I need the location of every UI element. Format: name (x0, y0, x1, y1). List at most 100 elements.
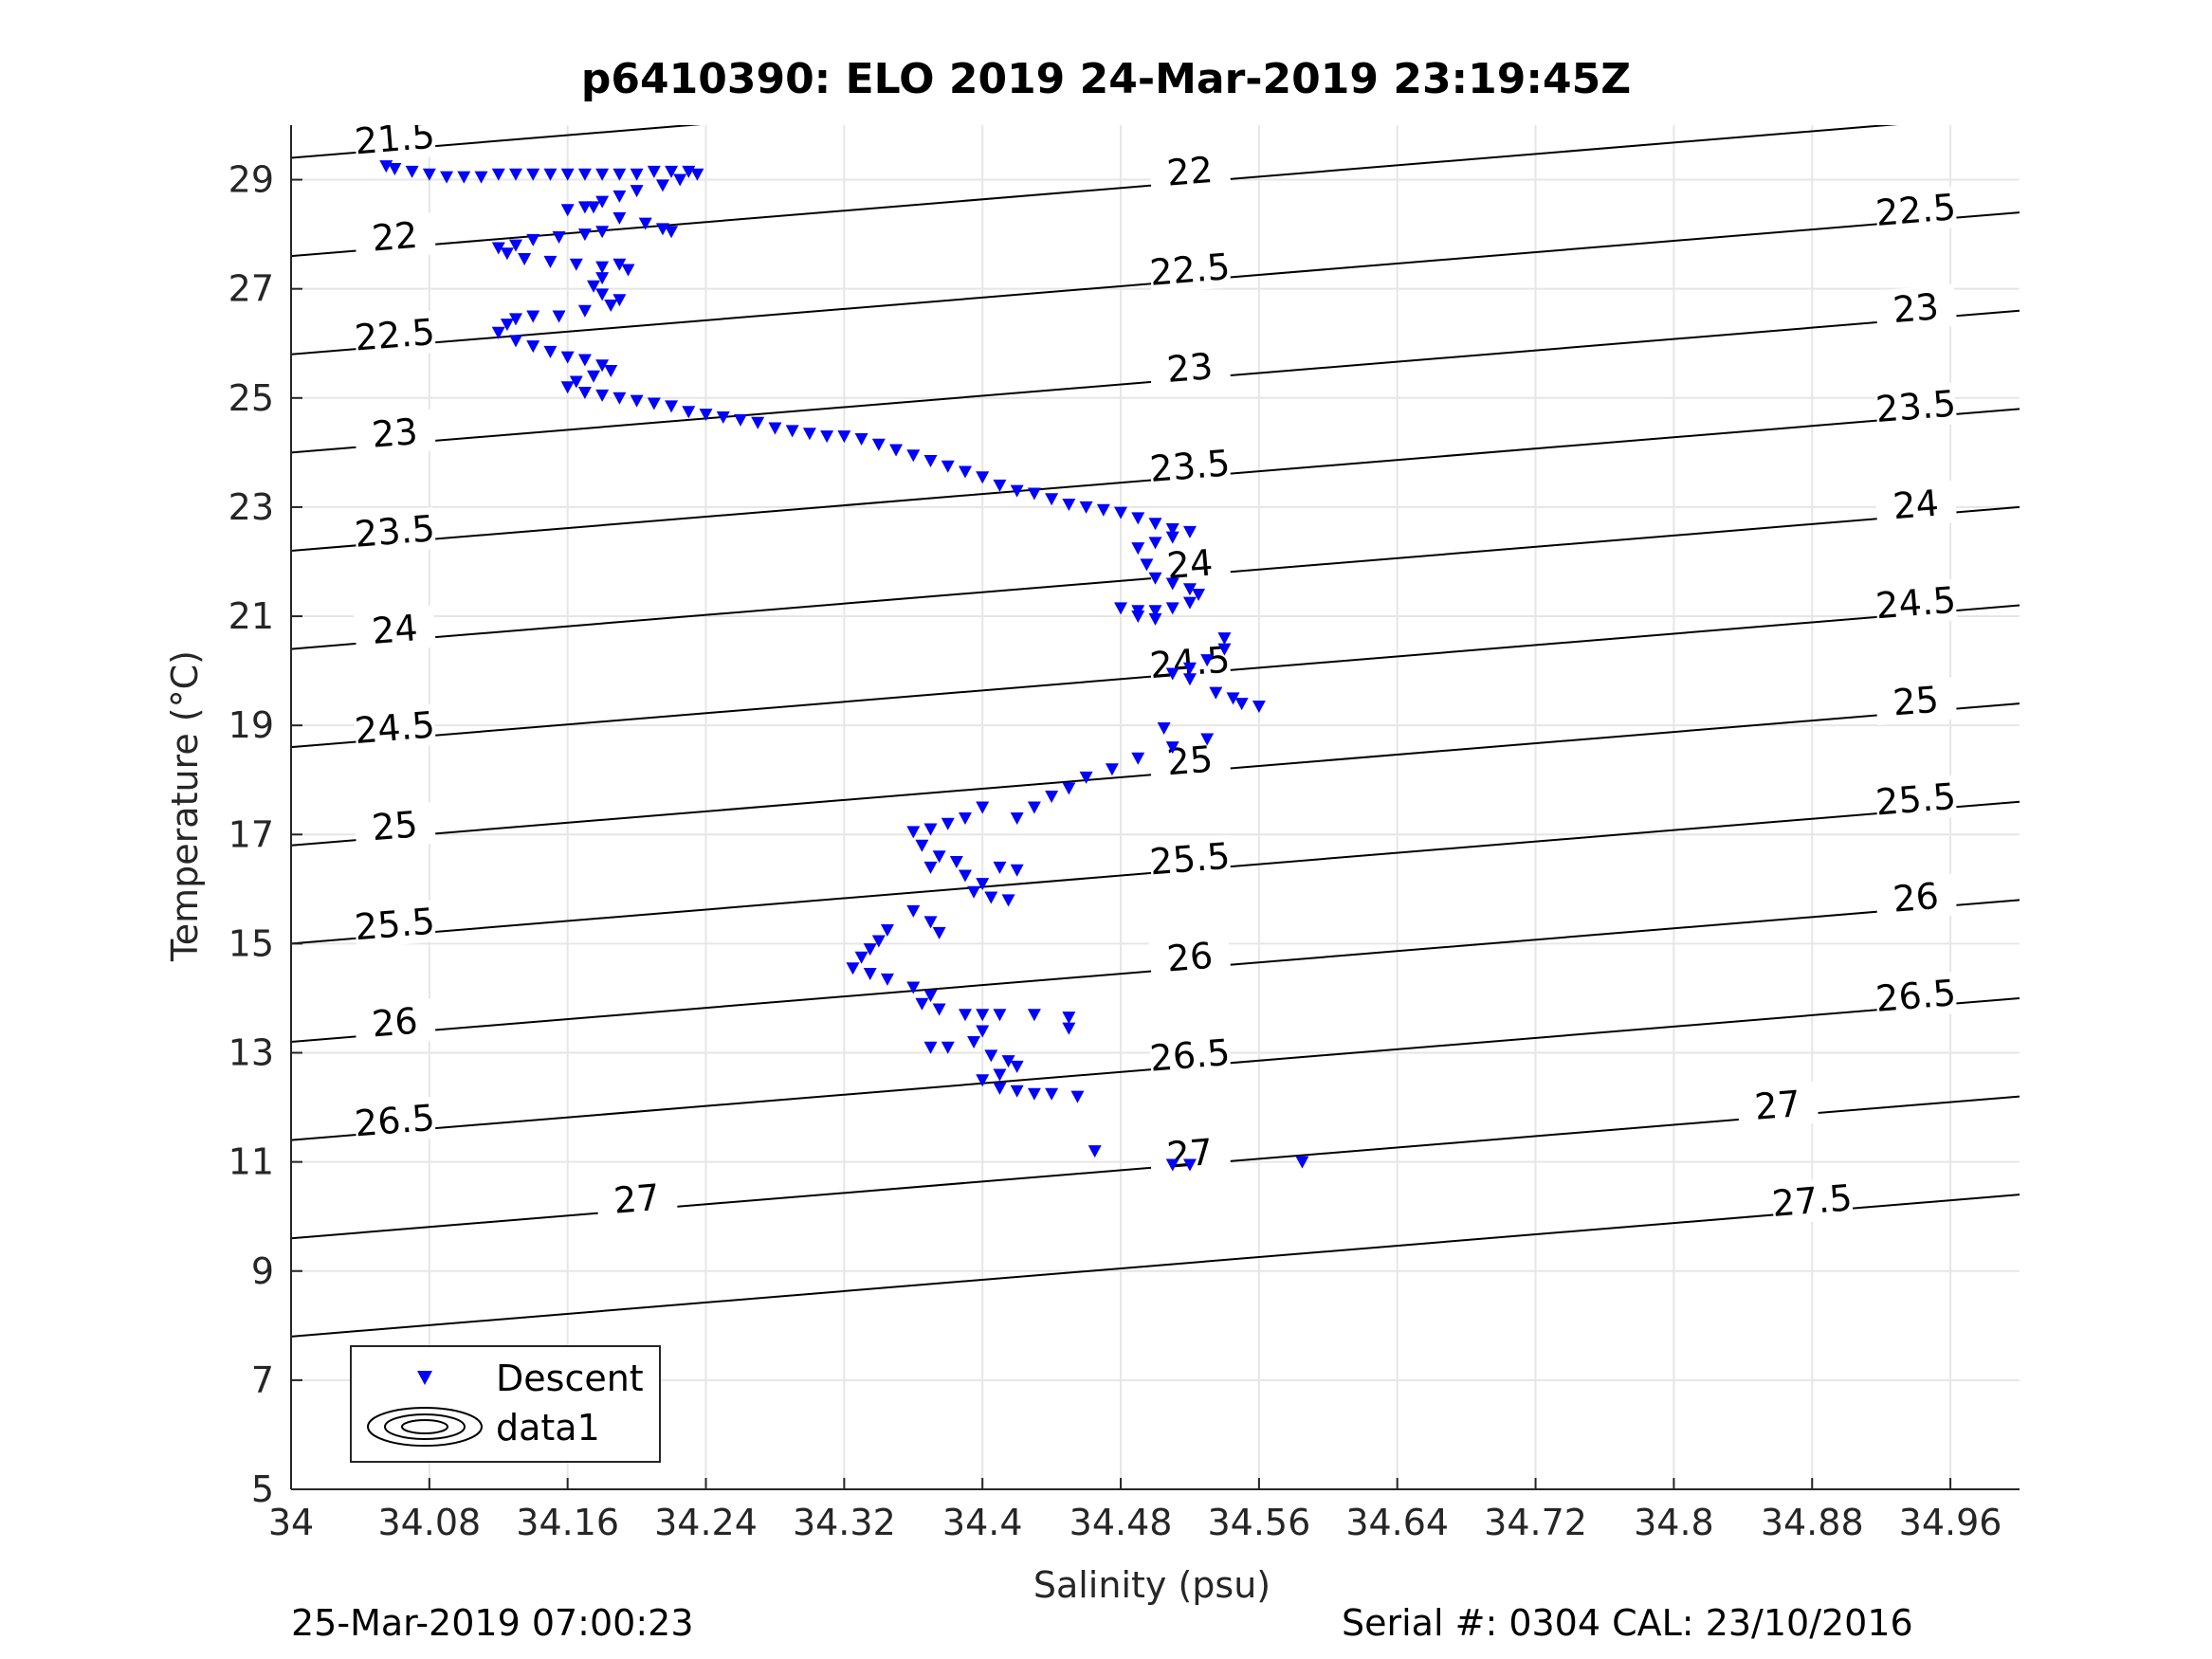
descent-point (768, 422, 782, 435)
descent-point (941, 460, 955, 473)
contour-label-bg (1148, 1030, 1232, 1080)
contour-label-bg (353, 507, 437, 556)
descent-point (543, 255, 558, 268)
descent-point (630, 394, 644, 408)
descent-point (1182, 596, 1197, 610)
descent-point (967, 1036, 981, 1049)
descent-point (569, 258, 583, 271)
x-tick-label: 34.24 (654, 1502, 758, 1543)
descent-point (1131, 512, 1145, 525)
contour-label: 25.5 (1874, 775, 1958, 824)
descent-point (1182, 583, 1197, 596)
legend: Descent data1 (350, 1345, 661, 1463)
descent-point (552, 230, 566, 244)
contour-label-bg (1148, 442, 1232, 490)
contour-label-bg (1874, 578, 1958, 628)
contour-label: 22.5 (353, 311, 436, 359)
legend-contour-marker (384, 1413, 466, 1440)
contour-label: 23.5 (1148, 442, 1232, 490)
contour-label: 26.5 (1874, 972, 1958, 1020)
descent-point (1045, 493, 1059, 506)
descent-point (630, 185, 644, 198)
descent-point (1140, 558, 1154, 572)
descent-point (1062, 499, 1076, 512)
descent-point (500, 247, 514, 261)
descent-point (1114, 506, 1128, 520)
descent-point (1131, 611, 1145, 624)
y-tick-label: 29 (229, 159, 274, 201)
descent-point (560, 204, 575, 217)
descent-point (690, 168, 704, 181)
contour-label-bg (353, 801, 437, 850)
x-tick-label: 34.88 (1761, 1502, 1864, 1543)
contour-label: 22.5 (1874, 186, 1958, 234)
contour-label: 26 (1892, 875, 1941, 921)
descent-point (1045, 1087, 1059, 1101)
descent-point (1192, 589, 1206, 602)
contour-label-bg (353, 125, 437, 163)
descent-point (958, 869, 972, 883)
contour-label-bg (1148, 737, 1232, 785)
descent-point (526, 233, 540, 246)
descent-point (508, 313, 522, 326)
y-tick-label: 25 (229, 377, 274, 419)
descent-point (440, 171, 454, 184)
descent-point (906, 981, 921, 994)
descent-point (526, 168, 540, 181)
axes: 34 34.08 34.16 34.24 34.32 34.4 34.48 34.56 34.6… (229, 125, 2020, 1543)
x-tick-label: 34.72 (1484, 1502, 1587, 1543)
contour-label: 27.5 (1770, 1176, 1854, 1225)
descent-point (1079, 771, 1093, 784)
contour-label-bg (1148, 1129, 1232, 1178)
descent-point (673, 173, 687, 187)
contour-label: 24.5 (353, 703, 436, 752)
descent-point (1010, 812, 1024, 826)
descent-point (604, 365, 618, 378)
contour-label-bg (353, 212, 437, 262)
descent-point (785, 425, 799, 438)
y-tick-label: 11 (229, 1141, 274, 1183)
descent-point (906, 904, 921, 918)
descent-point (906, 826, 921, 839)
contour-label-bg (353, 703, 437, 753)
descent-point (1027, 801, 1041, 814)
descent-point (560, 381, 575, 394)
descent-point (984, 1049, 998, 1063)
descent-point (577, 387, 592, 400)
contour-label: 27 (612, 1176, 662, 1222)
descent-point (1234, 698, 1249, 711)
descent-point (837, 430, 851, 444)
descent-point (854, 432, 868, 446)
descent-point (1079, 501, 1093, 514)
descent-point (630, 168, 644, 181)
descent-point (518, 253, 532, 266)
x-tick-label: 34.64 (1345, 1502, 1449, 1543)
descent-point (958, 1009, 972, 1022)
contour-label-bg (353, 998, 437, 1047)
contour-label: 26.5 (353, 1097, 436, 1145)
contour-label: 24.5 (1874, 579, 1958, 628)
descent-point (604, 299, 618, 312)
descent-point (1165, 522, 1179, 536)
y-tick-label: 17 (229, 813, 274, 855)
descent-point (958, 812, 972, 826)
descent-point (491, 326, 505, 339)
descent-point (923, 990, 938, 1003)
descent-point (595, 261, 610, 274)
descent-point (1148, 612, 1162, 626)
contour-label: 26.5 (1148, 1031, 1232, 1080)
descent-point (976, 1025, 990, 1038)
descent-point (587, 370, 601, 383)
descent-point (612, 258, 627, 271)
descent-point (508, 239, 522, 252)
descent-point (949, 856, 963, 869)
x-tick-label: 34.16 (516, 1502, 619, 1543)
descent-point (595, 288, 610, 301)
descent-point (863, 943, 877, 957)
contour-label: 23.5 (353, 507, 436, 556)
descent-point (976, 471, 990, 484)
descent-point (1157, 722, 1171, 736)
descent-point (1165, 667, 1179, 681)
contour-label-bg (1736, 1081, 1819, 1130)
